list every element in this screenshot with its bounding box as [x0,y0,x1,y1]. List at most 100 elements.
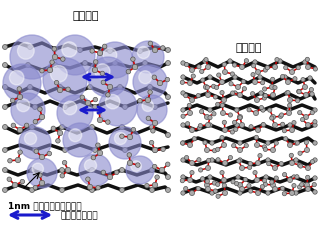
Circle shape [181,91,185,96]
Circle shape [3,125,7,130]
Circle shape [238,116,242,120]
Circle shape [90,50,94,54]
Circle shape [208,116,212,120]
Circle shape [60,58,65,62]
Circle shape [290,70,294,75]
Circle shape [149,141,154,145]
Circle shape [249,125,253,129]
Circle shape [285,91,289,96]
Circle shape [222,63,227,67]
Circle shape [142,61,148,66]
Circle shape [285,80,291,85]
Circle shape [306,187,310,192]
Circle shape [272,123,277,128]
Circle shape [270,115,276,120]
Circle shape [303,115,308,120]
Circle shape [238,158,242,162]
Circle shape [90,188,94,193]
Circle shape [181,175,185,179]
Circle shape [29,168,35,173]
Circle shape [165,95,171,100]
Circle shape [38,108,42,112]
Circle shape [149,168,155,173]
Circle shape [273,86,277,90]
Circle shape [310,111,314,115]
Circle shape [17,95,23,100]
Circle shape [188,143,193,148]
Circle shape [298,151,302,156]
Circle shape [149,125,155,130]
Circle shape [29,125,35,130]
Circle shape [180,179,185,183]
Circle shape [282,192,286,196]
Circle shape [101,81,106,85]
Circle shape [295,141,300,146]
Circle shape [263,94,268,98]
Circle shape [55,36,95,76]
Circle shape [213,189,218,193]
Circle shape [39,115,45,120]
Circle shape [17,99,30,112]
Circle shape [27,158,57,188]
Circle shape [153,105,157,110]
Circle shape [293,77,297,81]
Circle shape [3,45,7,50]
Circle shape [270,183,276,188]
Circle shape [270,78,275,82]
Circle shape [201,177,205,181]
Circle shape [286,91,290,95]
Circle shape [188,81,193,86]
Circle shape [255,191,260,196]
Circle shape [313,190,317,194]
Circle shape [244,144,248,148]
Circle shape [33,148,37,153]
Circle shape [300,183,304,187]
Circle shape [189,161,195,166]
Circle shape [281,186,285,191]
Circle shape [255,128,260,133]
Circle shape [58,85,62,90]
Circle shape [152,48,158,54]
Circle shape [152,148,158,153]
Circle shape [304,183,309,188]
Circle shape [230,92,235,96]
Circle shape [216,148,220,152]
Circle shape [190,171,194,175]
Circle shape [303,61,307,65]
Circle shape [57,131,63,136]
Circle shape [212,112,216,116]
Circle shape [206,159,211,163]
Circle shape [216,103,220,107]
Circle shape [123,148,127,153]
Circle shape [242,87,246,91]
Circle shape [299,164,303,168]
Circle shape [54,81,59,86]
Circle shape [34,149,38,154]
Circle shape [96,186,100,190]
Circle shape [232,121,237,125]
Circle shape [298,185,302,189]
Circle shape [279,113,284,118]
Circle shape [84,160,97,172]
Circle shape [18,150,22,155]
Circle shape [286,111,292,116]
Text: 疎な構造: 疎な構造 [73,11,99,21]
Circle shape [56,139,60,143]
Circle shape [102,45,107,50]
Circle shape [279,162,284,166]
Circle shape [255,70,260,75]
Circle shape [101,170,106,175]
Circle shape [157,81,163,86]
Circle shape [237,148,243,153]
Circle shape [153,148,157,153]
Circle shape [3,188,7,193]
Circle shape [244,59,249,64]
Circle shape [127,153,132,157]
Circle shape [148,42,153,46]
Circle shape [10,71,24,86]
Circle shape [38,173,42,178]
Circle shape [264,175,268,179]
Circle shape [131,128,136,132]
Circle shape [252,64,256,69]
Circle shape [196,94,200,98]
